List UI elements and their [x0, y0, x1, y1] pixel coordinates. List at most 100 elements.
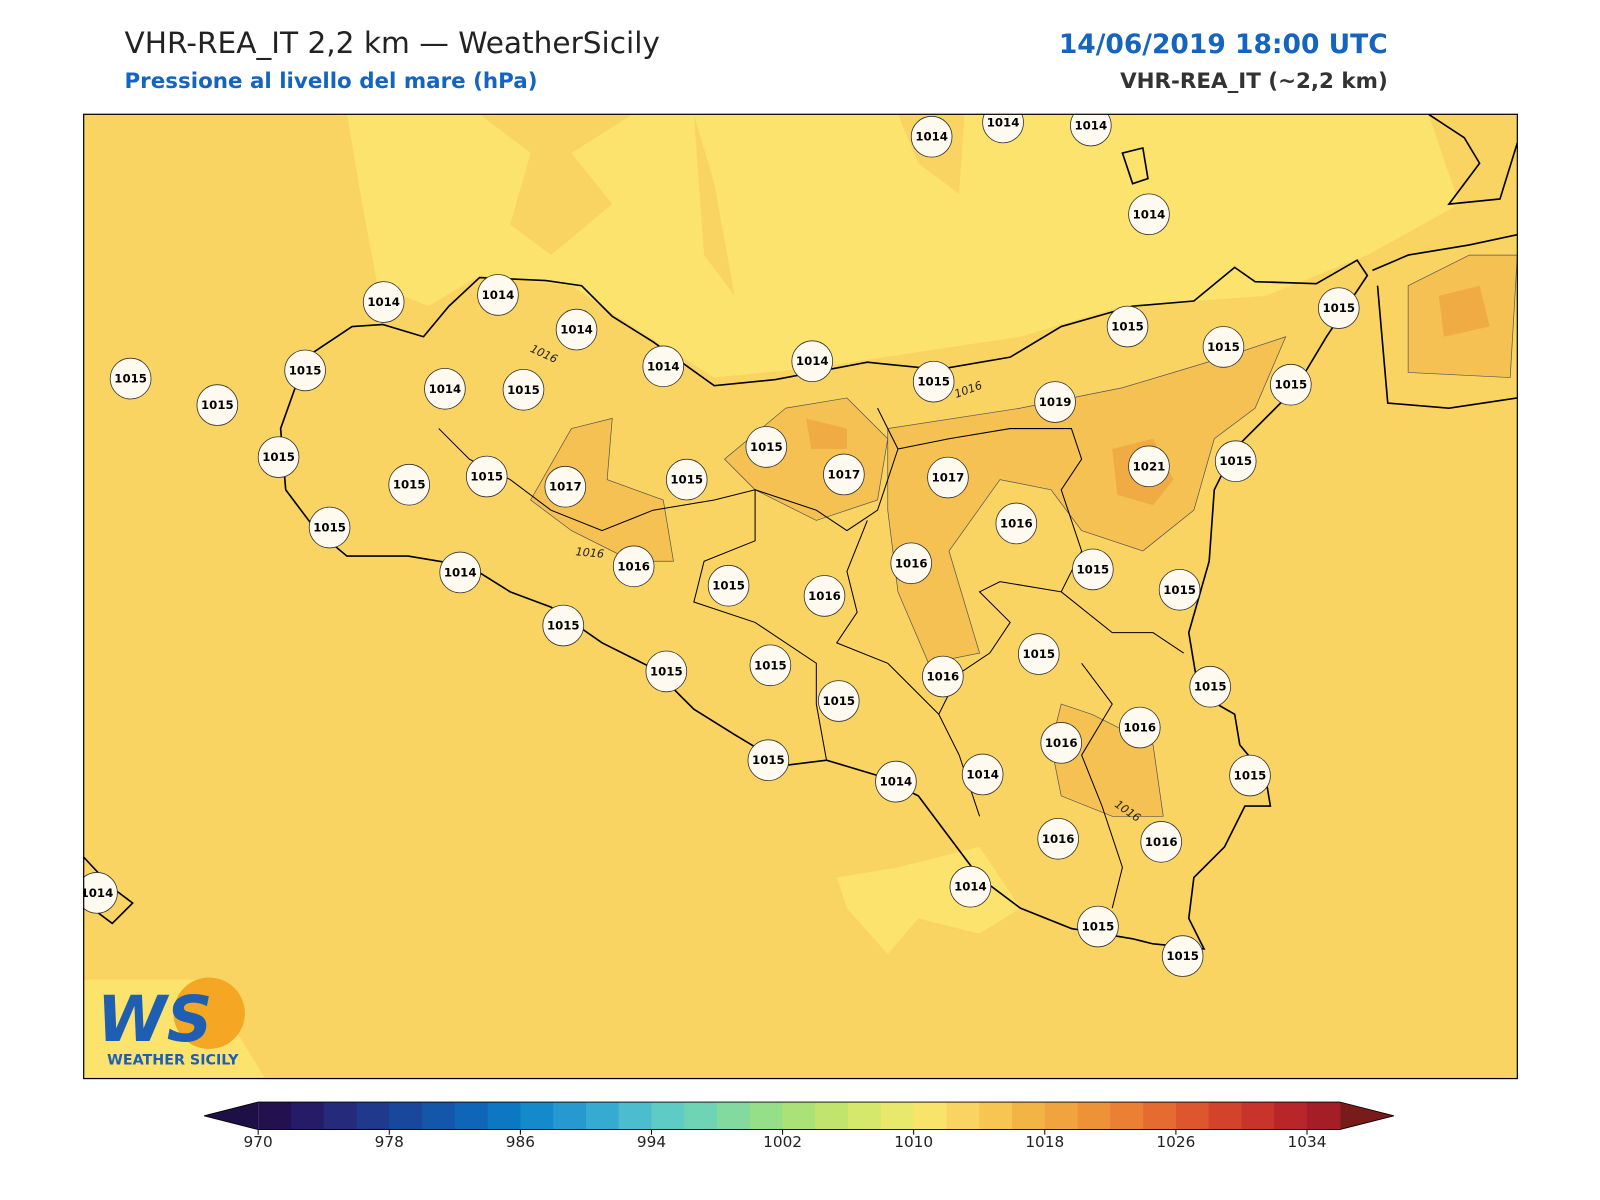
station-value: 1017	[828, 467, 861, 481]
station-value: 1015	[313, 521, 346, 535]
station-marker	[544, 465, 587, 508]
station-marker	[1034, 381, 1076, 423]
station-value: 1015	[1234, 769, 1267, 783]
station-marker	[1040, 722, 1083, 764]
station-marker	[362, 281, 405, 323]
station-value: 1014	[1133, 207, 1166, 221]
station: 1015	[196, 384, 239, 426]
station-value: 1015	[1077, 562, 1110, 576]
station: 1015	[109, 357, 152, 400]
station-value: 1015	[547, 619, 580, 633]
colorbar-bin	[1110, 1102, 1144, 1130]
map-frame	[83, 113, 1518, 1080]
colorbar-tick-label: 994	[637, 1133, 666, 1151]
colorbar-over	[1339, 1102, 1394, 1130]
station-value: 1015	[507, 383, 540, 397]
station: 1015	[1317, 287, 1360, 329]
station-marker	[1317, 287, 1360, 329]
station: 1015	[257, 436, 300, 478]
colorbar-tick-label: 1026	[1156, 1133, 1195, 1151]
station-value: 1015	[1082, 920, 1115, 934]
station: 1015	[1077, 905, 1119, 948]
station: 1017	[544, 465, 587, 508]
station: 1017	[823, 453, 865, 496]
colorbar-bin	[979, 1102, 1013, 1130]
station-value: 1014	[987, 115, 1020, 129]
station-marker	[927, 456, 969, 499]
station-marker	[817, 680, 860, 722]
station: 1015	[1106, 305, 1149, 348]
station: 1014	[791, 340, 834, 383]
station-value: 1016	[1045, 736, 1078, 750]
colorbar-bin	[1143, 1102, 1177, 1130]
station-marker	[1128, 445, 1170, 488]
colorbar-tick-label: 1034	[1288, 1133, 1327, 1151]
station-marker	[612, 545, 655, 588]
logo-text: WEATHER SICILY	[107, 1052, 239, 1068]
station: 1015	[1214, 440, 1257, 483]
colorbar-bin	[585, 1102, 620, 1130]
station: 1015	[1072, 548, 1114, 591]
station-marker	[1189, 665, 1232, 708]
station-marker	[1069, 114, 1112, 147]
colorbar-bin	[1044, 1102, 1079, 1130]
station-marker	[555, 308, 598, 351]
station: 1015	[308, 506, 351, 549]
station: 1014	[642, 345, 685, 388]
station-marker	[1229, 754, 1271, 797]
station: 1014	[477, 274, 519, 316]
colorbar-bin	[290, 1102, 325, 1130]
station-value: 1014	[367, 295, 400, 309]
model-label: VHR-REA_IT (~2,2 km)	[1120, 69, 1388, 94]
colorbar-bin	[782, 1102, 816, 1130]
station-value: 1015	[752, 753, 785, 767]
station-marker	[439, 551, 482, 594]
colorbar-bin	[684, 1102, 718, 1130]
station-marker	[1037, 817, 1079, 860]
station-marker	[747, 739, 790, 782]
colorbar-bin	[389, 1102, 423, 1130]
station-marker	[1077, 905, 1119, 948]
station: 1016	[1037, 817, 1079, 860]
stations: 1014 1014 1014 1014 1014 1014 1014 1014 1014 1015…	[83, 114, 1360, 977]
station: 1015	[1202, 326, 1245, 368]
colorbar-tick-label: 1002	[763, 1133, 802, 1151]
station: 1014	[555, 308, 598, 351]
station: 1017	[927, 456, 969, 499]
station-marker	[1140, 821, 1183, 863]
station-marker	[1072, 548, 1114, 591]
station-value: 1015	[1219, 454, 1252, 468]
station: 1015	[1161, 935, 1204, 977]
station-marker	[642, 345, 685, 388]
station-value: 1016	[808, 589, 841, 603]
station-value: 1019	[1039, 395, 1072, 409]
station-value: 1016	[1123, 721, 1156, 735]
colorbar-bin	[815, 1102, 849, 1130]
station: 1015	[665, 458, 708, 501]
colorbar-under	[204, 1102, 259, 1130]
colorbar-tick-label: 986	[506, 1133, 535, 1151]
colorbar-bin	[717, 1102, 751, 1130]
field-high	[530, 254, 1518, 817]
station: 1021	[1128, 445, 1170, 488]
colorbar-bin	[1274, 1102, 1308, 1130]
station-value: 1014	[647, 359, 680, 373]
station-marker	[1017, 633, 1060, 675]
station: 1014	[424, 367, 466, 410]
station: 1016	[1040, 722, 1083, 764]
station-value: 1014	[796, 354, 829, 368]
colorbar-bin	[258, 1102, 292, 1130]
station: 1014	[83, 872, 118, 914]
station-marker	[961, 753, 1004, 796]
station: 1016	[922, 655, 964, 698]
station: 1015	[745, 426, 788, 468]
station-value: 1015	[1022, 647, 1055, 661]
station-value: 1016	[927, 670, 960, 684]
station-value: 1015	[670, 473, 703, 487]
station: 1014	[362, 281, 405, 323]
station: 1015	[749, 644, 792, 687]
station: 1015	[542, 604, 585, 647]
station-value: 1015	[262, 450, 295, 464]
station-value: 1015	[470, 470, 503, 484]
